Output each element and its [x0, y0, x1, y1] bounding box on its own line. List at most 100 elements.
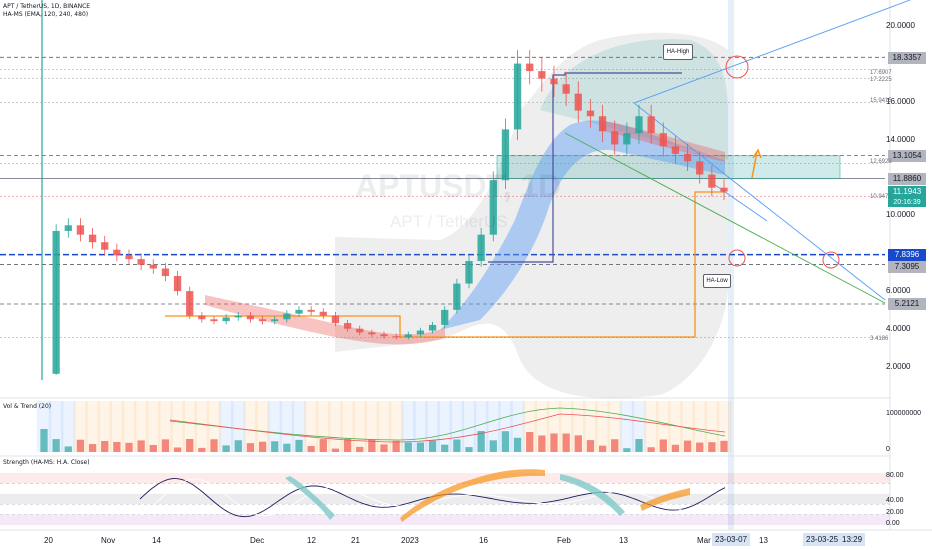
volume-bar — [101, 441, 109, 452]
chart-title: APT / TetherUS, 1D, BINANCE — [3, 3, 91, 10]
candle-body — [137, 259, 145, 265]
volume-bar — [647, 447, 655, 452]
time-highlight-time: 13:29 — [839, 533, 866, 546]
highlight-circle — [822, 251, 840, 269]
price-tick: 4.0000 — [886, 324, 911, 333]
volume-bar — [88, 444, 97, 452]
price-label-13: 13.1054 — [888, 150, 926, 162]
time-tick: Dec — [250, 536, 265, 545]
candle-body — [283, 313, 291, 320]
highlight-circle — [728, 249, 746, 267]
price-tick: 6.0000 — [886, 286, 911, 295]
trendline-blue-upper — [633, 0, 911, 104]
candle-body — [234, 315, 242, 318]
vol-tick: 100000000 — [886, 410, 922, 417]
time-tick: Mar — [697, 536, 711, 545]
trend-shade — [534, 401, 550, 452]
candle-body — [392, 336, 400, 338]
price-tick: 16.0000 — [886, 97, 915, 106]
candle-body — [149, 264, 157, 269]
volume-bar — [598, 445, 607, 452]
price-label-5-21: 5.2121 — [888, 298, 926, 310]
trend-shade — [643, 401, 659, 452]
trend-shade — [716, 401, 732, 452]
trendline-blue-lower — [633, 102, 886, 301]
candle-body — [246, 315, 255, 320]
candle-body — [611, 131, 619, 145]
trend-shade — [243, 401, 258, 452]
volume-bar — [611, 439, 619, 452]
time-tick: 13 — [619, 536, 628, 545]
volume-bar — [125, 442, 133, 452]
volume-bar — [453, 439, 461, 452]
volume-bar — [513, 437, 522, 452]
volume-bar — [659, 439, 667, 452]
trend-shade — [656, 401, 671, 452]
forecast-upper — [540, 39, 728, 160]
forecast-cloud — [335, 32, 728, 399]
candle-body — [343, 323, 352, 329]
volume-bar — [441, 444, 449, 452]
price-tick: 10.0000 — [886, 210, 915, 219]
price-label-18: 18.3357 — [888, 52, 926, 64]
candle-body — [271, 319, 279, 322]
candle-body — [513, 63, 522, 130]
vol-panel-title: Vol & Trend (20) — [3, 403, 52, 410]
strength-tick: 0.00 — [886, 520, 900, 527]
trend-shade — [607, 401, 622, 452]
trend-shade — [133, 401, 149, 452]
strength-panel-title: Strength (HA-MS: H.A. Close) — [3, 459, 90, 466]
blue-structure — [488, 72, 682, 263]
candle-body — [538, 71, 546, 79]
trend-shade — [206, 401, 222, 452]
trend-shade — [704, 401, 720, 452]
volume-bar — [319, 439, 327, 452]
volume-bar — [161, 439, 170, 452]
candle-body — [659, 133, 667, 147]
candle-body — [307, 309, 315, 312]
trend-shade — [73, 401, 88, 452]
time-tick: 16 — [479, 536, 488, 545]
indicator-title: HA-MS (EMA, 120, 240, 480) — [3, 11, 89, 18]
countdown-label: 20:16:39 — [888, 198, 926, 207]
volume-bar — [295, 439, 303, 452]
candle-body — [52, 230, 60, 374]
trend-shade — [121, 401, 137, 452]
volume-bar — [234, 440, 242, 452]
trend-shade — [510, 401, 525, 452]
candle-body — [295, 309, 303, 314]
trend-shade — [461, 401, 477, 452]
trend-shade — [316, 401, 331, 452]
candle-body — [696, 161, 704, 175]
price-tick: 20.0000 — [886, 21, 915, 30]
volume-bar — [271, 441, 279, 452]
candle-body — [441, 309, 449, 325]
trend-shade — [631, 401, 647, 452]
price-tick: 2.0000 — [886, 362, 911, 371]
volume-bar — [380, 444, 388, 452]
trend-shade — [692, 401, 707, 452]
price-label-7-30: 7.3095 — [888, 261, 926, 273]
volume-bar — [404, 442, 412, 452]
trend-shade — [571, 401, 586, 452]
volume-bar — [586, 440, 595, 452]
candle-body — [562, 84, 570, 94]
trend-shade — [158, 401, 173, 452]
strength-tick: 80.00 — [886, 472, 904, 479]
trend-shade — [522, 401, 537, 452]
trend-shade — [279, 401, 295, 452]
orange-arrow — [751, 148, 762, 179]
volume-bar — [416, 442, 425, 452]
strength-tick: 40.00 — [886, 497, 904, 504]
candle-body — [708, 174, 716, 188]
watermark-symbol: APTUSDT, 1D — [355, 168, 562, 204]
volume-bar — [343, 439, 352, 452]
trend-shade — [546, 401, 562, 452]
candle-body — [319, 311, 327, 316]
trend-shade — [449, 401, 465, 452]
level-label: 15.9415 — [870, 98, 892, 104]
strength-fill-teal — [285, 476, 335, 520]
trend-shade — [170, 401, 185, 452]
candle-body — [222, 317, 230, 322]
